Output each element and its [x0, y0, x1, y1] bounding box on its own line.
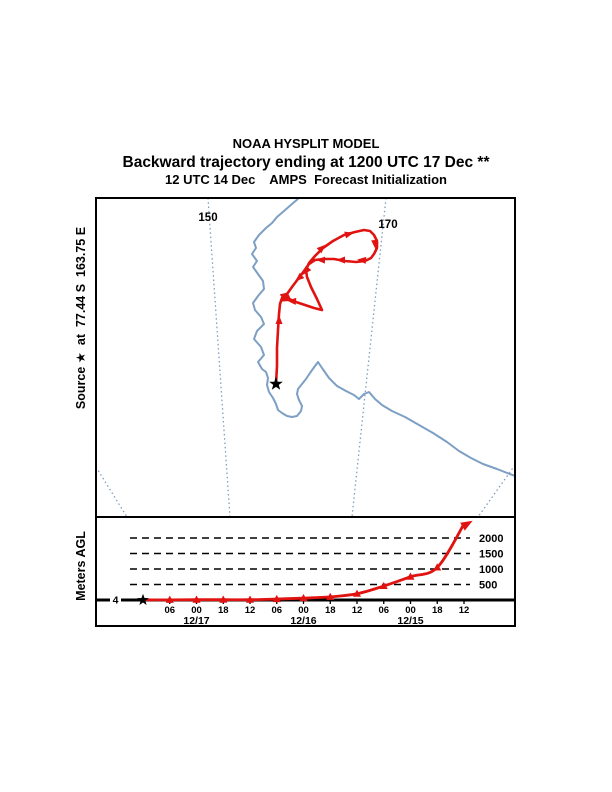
- height-6h-marker: [406, 572, 415, 580]
- time-tick-label: 18: [432, 605, 443, 616]
- meridian-label-170: 170: [378, 219, 397, 231]
- height-end-arrow: [460, 520, 473, 531]
- time-tick-label: 00: [298, 605, 309, 616]
- start-height-label-bg: [110, 594, 121, 605]
- trajectory-end-arrow: [279, 292, 292, 302]
- trajectory-6h-marker: [302, 265, 312, 275]
- gridline-label-500: 500: [479, 580, 497, 592]
- trajectory-6h-marker: [287, 297, 297, 305]
- trajectory-6h-marker: [336, 256, 345, 264]
- time-tick-label: 12: [459, 605, 470, 616]
- meridian-line-1: [207, 199, 231, 516]
- gridline-label-2000: 2000: [479, 533, 503, 545]
- gridline-label-1500: 1500: [479, 549, 503, 561]
- time-tick-label: 06: [271, 605, 282, 616]
- trajectory-6h-marker: [295, 272, 305, 282]
- height-6h-marker: [246, 595, 254, 603]
- date-label-12-17: 12/17: [183, 615, 209, 627]
- meridian-line-0: [97, 467, 128, 516]
- height-6h-marker: [219, 595, 228, 603]
- gridline-label-1000: 1000: [479, 564, 503, 576]
- time-tick-label: 06: [164, 605, 175, 616]
- height-6h-marker: [433, 563, 442, 571]
- map-y-axis-label-source: Source ★ at 77.44 S 163.75 E: [74, 227, 88, 409]
- trajectory-title: Backward trajectory ending at 1200 UTC 1…: [123, 154, 491, 171]
- map-clipped-content: 150 170: [97, 199, 514, 516]
- height-6h-marker: [353, 589, 361, 597]
- time-tick-label: 18: [218, 605, 229, 616]
- map-border: [95, 197, 516, 518]
- height-6h-marker: [299, 593, 308, 602]
- trajectory-6h-marker: [357, 256, 367, 264]
- height-y-axis-label-meters-agl: Meters AGL: [74, 531, 88, 601]
- height-6h-marker: [326, 592, 335, 600]
- trajectory-6h-marker: [316, 256, 326, 264]
- date-label-12-15: 12/15: [397, 615, 423, 627]
- height-panel-border: [95, 516, 516, 627]
- height-6h-marker: [379, 581, 388, 590]
- meridian-label-150: 150: [198, 212, 217, 224]
- height-start-star: [137, 593, 149, 605]
- height-profile-panel: 2000 1500 1000 500 06 00 18 12 06 00 18 12 06 00 18 12 1…: [95, 516, 516, 627]
- time-tick-label: 00: [191, 605, 202, 616]
- forecast-init-subtitle: 12 UTC 14 Dec AMPS Forecast Initializati…: [165, 172, 447, 187]
- trajectory-path: [274, 228, 379, 386]
- height-6h-marker: [165, 595, 174, 603]
- model-title: NOAA HYSPLIT MODEL: [233, 136, 380, 151]
- trajectory-6h-marker: [316, 244, 326, 254]
- source-star-marker: [269, 376, 283, 390]
- title-block: NOAA HYSPLIT MODEL Backward trajectory e…: [123, 136, 491, 187]
- height-6h-marker: [272, 594, 281, 603]
- time-tick-label: 12: [245, 605, 256, 616]
- coastline: [251, 199, 514, 477]
- trajectory-6h-marker: [371, 239, 379, 249]
- trajectory-map-panel: 150 170: [95, 197, 516, 518]
- height-6h-marker: [192, 595, 201, 603]
- start-height-label: 4: [113, 595, 119, 607]
- trajectory-6h-marker: [275, 315, 283, 324]
- date-label-12-16: 12/16: [290, 615, 316, 627]
- trajectory-6h-marker: [344, 231, 354, 239]
- time-tick-label: 12: [352, 605, 363, 616]
- meridian-line-2: [351, 199, 387, 516]
- time-tick-label: 00: [405, 605, 416, 616]
- time-tick-label: 18: [325, 605, 336, 616]
- time-tick-label: 06: [378, 605, 389, 616]
